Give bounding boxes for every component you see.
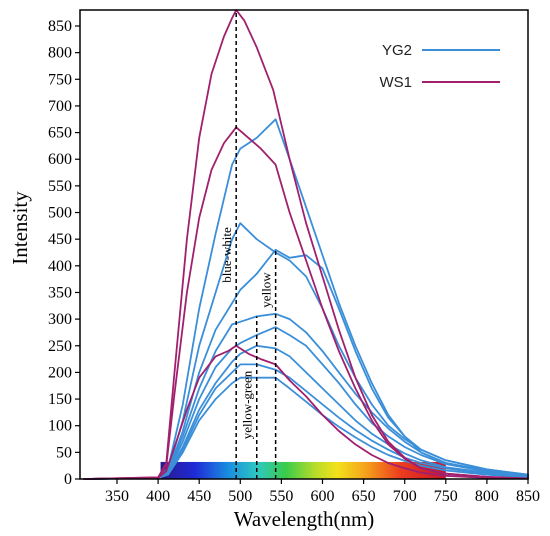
y-tick-label: 850 — [48, 18, 72, 35]
series-line-yg2-2 — [83, 222, 529, 480]
y-tick-label: 800 — [48, 45, 72, 62]
y-tick-label: 200 — [48, 364, 72, 381]
y-tick-label: 100 — [48, 418, 72, 435]
x-tick-label: 500 — [228, 488, 252, 505]
y-tick-label: 650 — [48, 125, 72, 142]
series-layer — [83, 9, 529, 480]
x-tick-label: 650 — [352, 488, 376, 505]
y-tick-label: 750 — [48, 71, 72, 88]
y-tick-label: 150 — [48, 391, 72, 408]
series-line-yg2-4 — [83, 312, 529, 480]
series-line-ws1-11 — [83, 344, 529, 480]
reference-lines: blue-white yellow-green yellow — [219, 10, 277, 479]
y-tick-label: 250 — [48, 338, 72, 355]
plot-frame — [79, 9, 529, 480]
x-tick-label: 400 — [146, 488, 170, 505]
y-tick-label: 0 — [64, 471, 72, 488]
legend: YG2 WS1 — [379, 42, 500, 91]
x-tick-label: 750 — [434, 488, 458, 505]
y-axis-ticks: 0 50 100 150 200 250 300 350 400 450 500 550 600 650 7… — [48, 18, 80, 488]
x-tick-label: 450 — [187, 488, 211, 505]
y-tick-label: 600 — [48, 151, 72, 168]
y-tick-label: 450 — [48, 231, 72, 248]
legend-label-ws1: WS1 — [379, 74, 412, 91]
x-tick-label: 850 — [516, 488, 540, 505]
series-line-ws1-10 — [83, 126, 529, 480]
x-axis-ticks: 350 400 450 500 550 600 650 700 750 800 850 — [105, 479, 540, 505]
spectrum-band — [160, 461, 446, 479]
series-line-yg2-1 — [83, 118, 529, 480]
x-tick-label: 350 — [105, 488, 129, 505]
y-tick-label: 550 — [48, 178, 72, 195]
y-tick-label: 500 — [48, 205, 72, 222]
y-tick-label: 300 — [48, 311, 72, 328]
series-line-yg2-7 — [83, 363, 529, 480]
series-line-yg2-6 — [83, 344, 529, 480]
series-line-ws1-9 — [83, 9, 529, 480]
y-tick-label: 350 — [48, 284, 72, 301]
reference-label-blue-white: blue-white — [219, 227, 234, 283]
y-tick-label: 50 — [56, 444, 72, 461]
series-line-yg2-5 — [83, 326, 529, 480]
y-axis-title: Intensity — [8, 191, 32, 265]
x-tick-label: 800 — [475, 488, 499, 505]
x-tick-label: 600 — [310, 488, 334, 505]
x-tick-label: 700 — [393, 488, 417, 505]
x-axis-title: Wavelength(nm) — [234, 507, 375, 531]
legend-label-yg2: YG2 — [382, 42, 412, 59]
reference-label-yellow: yellow — [259, 272, 274, 308]
series-line-yg2-3 — [83, 248, 529, 480]
reference-label-yellow-green: yellow-green — [240, 370, 255, 439]
x-tick-label: 550 — [269, 488, 293, 505]
y-tick-label: 400 — [48, 258, 72, 275]
y-tick-label: 700 — [48, 98, 72, 115]
